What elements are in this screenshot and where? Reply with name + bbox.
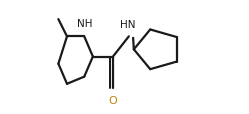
- Text: NH: NH: [77, 19, 93, 29]
- Text: O: O: [108, 95, 117, 105]
- Text: HN: HN: [120, 20, 136, 30]
